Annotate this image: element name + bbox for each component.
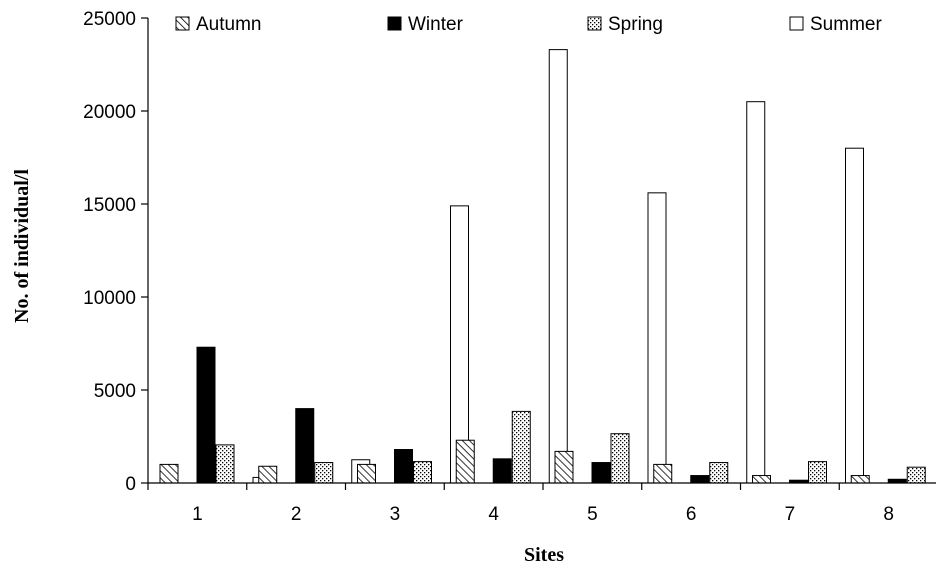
y-axis-title: No. of individual/l	[11, 169, 33, 323]
x-tick-label: 6	[686, 504, 697, 525]
bar-autumn-site-1	[159, 463, 179, 484]
bar-winter-site-5	[591, 462, 611, 484]
y-tick-label: 0	[125, 474, 136, 495]
legend-swatch-summer	[789, 16, 804, 31]
x-tick-label: 5	[587, 504, 598, 525]
bar-spring-site-6	[709, 462, 729, 484]
bar-autumn-site-3	[357, 463, 376, 484]
legend-swatch-autumn	[175, 16, 190, 31]
bars	[159, 49, 926, 484]
bar-spring-site-4	[511, 410, 531, 484]
bar-winter-site-6	[690, 475, 710, 484]
x-tick-label: 7	[785, 504, 796, 525]
bar-spring-site-2	[314, 462, 334, 484]
bar-summer-site-5	[647, 192, 667, 484]
bar-autumn-site-4	[455, 439, 475, 484]
x-tick-label: 3	[390, 504, 401, 525]
bar-autumn-site-6	[653, 463, 673, 484]
bar-winter-site-2	[295, 408, 315, 484]
bar-summer-site-6	[746, 101, 766, 484]
bar-spring-site-8	[906, 466, 926, 484]
x-tick-label: 4	[488, 504, 499, 525]
bar-summer-site-7	[845, 147, 864, 484]
legend-label-summer: Summer	[810, 14, 882, 35]
y-tick-label: 20000	[83, 102, 136, 123]
legend-swatch-spring	[587, 16, 602, 31]
bar-autumn-site-5	[554, 450, 574, 484]
y-tick-label: 10000	[83, 288, 136, 309]
y-tick-label: 25000	[83, 9, 136, 30]
legend-label-winter: Winter	[408, 14, 464, 35]
bar-winter-site-4	[492, 458, 512, 484]
x-tick-label: 1	[192, 504, 203, 525]
y-tick-label: 5000	[94, 381, 136, 402]
bar-autumn-site-8	[850, 475, 870, 484]
bar-autumn-site-2	[258, 465, 278, 484]
bar-spring-site-7	[808, 461, 827, 484]
axes: 0 5000 10000 15000 20000 25000 1 2 3 4 5 6 7 8	[83, 9, 936, 525]
legend: Autumn Winter Spring Summer	[175, 14, 882, 35]
x-tick-label: 8	[883, 504, 894, 525]
legend-label-spring: Spring	[608, 14, 663, 35]
bar-spring-site-1	[215, 444, 235, 484]
bar-spring-site-3	[413, 461, 432, 484]
bar-autumn-site-7	[752, 475, 771, 484]
x-tick-label: 2	[291, 504, 302, 525]
bar-winter-site-1	[196, 346, 216, 484]
x-axis-title: Sites	[524, 544, 564, 566]
legend-label-autumn: Autumn	[196, 14, 261, 35]
bar-spring-site-5	[610, 433, 630, 484]
bar-winter-site-3	[394, 449, 413, 484]
legend-swatch-winter	[387, 16, 402, 31]
y-tick-label: 15000	[83, 195, 136, 216]
bar-summer-site-4	[548, 49, 568, 484]
